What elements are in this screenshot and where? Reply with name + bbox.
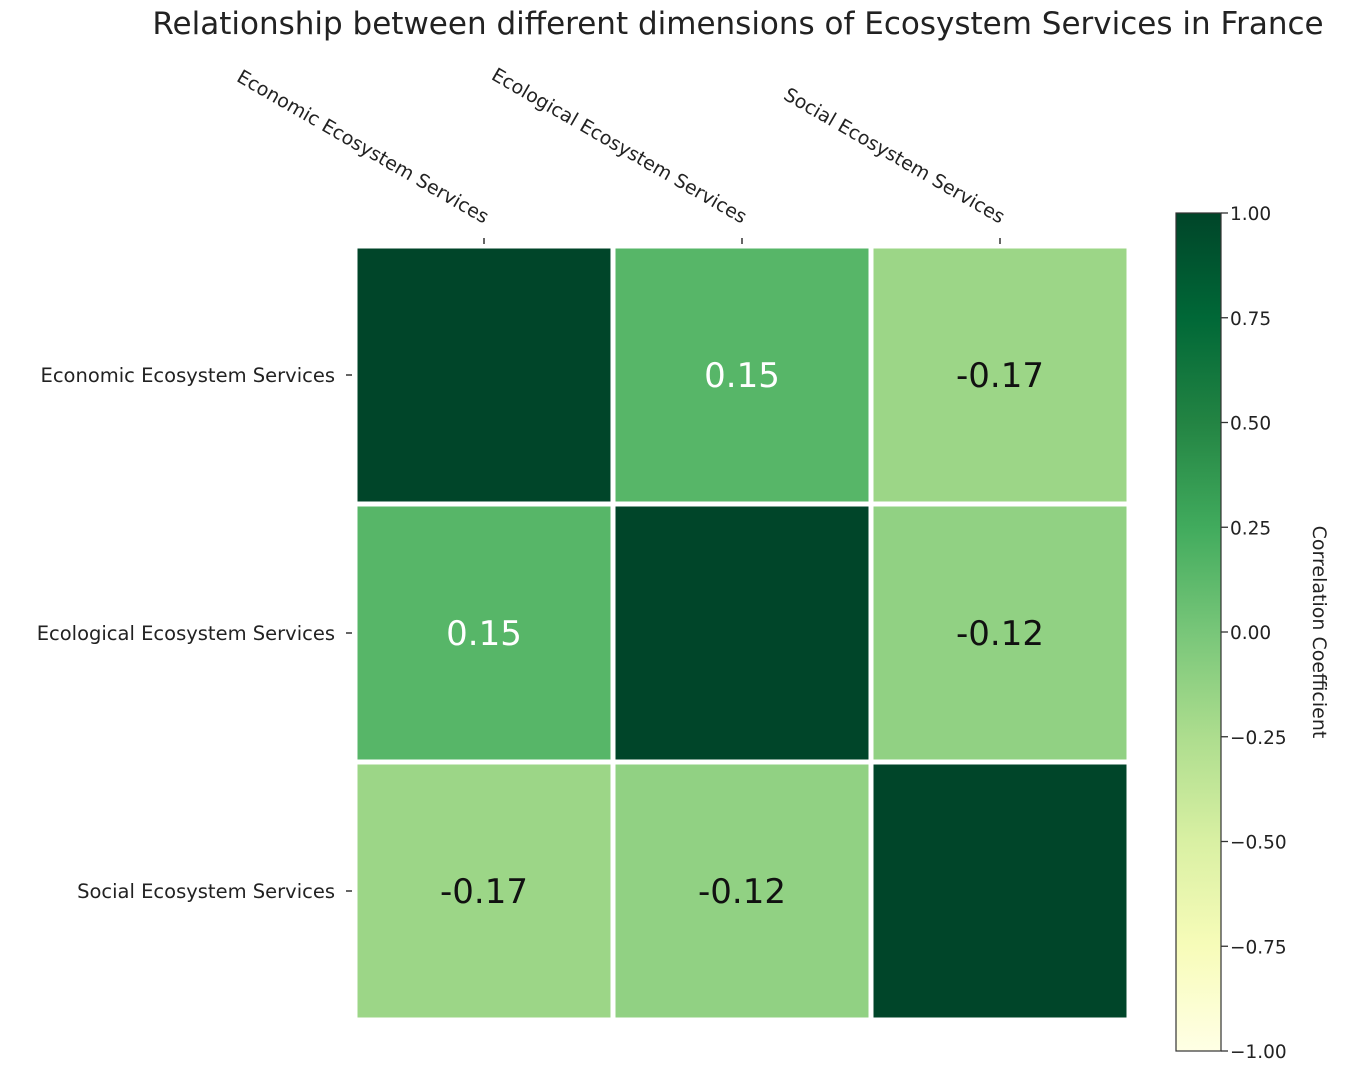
heatmap-cell <box>868 501 1132 765</box>
y-axis-ticks: Economic Ecosystem Services Ecological Ec… <box>37 364 352 903</box>
heatmap-cell <box>868 759 1132 1023</box>
colorbar-tick-label: 0.00 <box>1230 623 1271 644</box>
cell-value-label: -0.17 <box>440 872 528 912</box>
colorbar-tick-label: 0.50 <box>1230 414 1271 435</box>
colorbar-gradient <box>1175 212 1222 1052</box>
x-tick-label: Ecological Ecosystem Services <box>488 64 751 228</box>
colorbar-tick-label: −0.25 <box>1230 728 1287 749</box>
cell-value-label: 0.15 <box>446 614 522 654</box>
cell-value-label: -0.12 <box>698 872 786 912</box>
y-tick-label: Social Ecosystem Services <box>77 880 335 903</box>
x-tick-label: Social Ecosystem Services <box>780 84 1009 229</box>
heatmap-cell <box>610 759 874 1023</box>
heatmap-cell <box>352 501 616 765</box>
colorbar-tick-label: −0.75 <box>1230 937 1287 958</box>
heatmap-cell <box>610 501 874 765</box>
colorbar-tick-label: −1.00 <box>1230 1042 1287 1063</box>
colorbar-tick-label: −0.50 <box>1230 833 1287 854</box>
x-tick-label: Economic Ecosystem Services <box>233 66 493 229</box>
heatmap-cell <box>352 243 616 507</box>
colorbar-label: Correlation Coefficient <box>1308 526 1330 739</box>
cell-value-label: 0.15 <box>704 356 780 396</box>
heatmap-cell <box>868 243 1132 507</box>
heatmap-cell <box>352 759 616 1023</box>
y-tick-label: Economic Ecosystem Services <box>41 364 336 387</box>
cell-value-label: -0.17 <box>956 356 1044 396</box>
y-tick-label: Ecological Ecosystem Services <box>37 622 335 645</box>
chart-title: Relationship between different dimension… <box>152 6 1323 42</box>
heatmap-cell <box>610 243 874 507</box>
colorbar: 1.00 0.75 0.50 0.25 0.00 −0.25 −0.50 −0.75 −1.00… <box>1175 204 1330 1063</box>
heatmap-cells: 0.15 -0.17 0.15 -0.12 -0.17 -0.12 <box>352 243 1132 1023</box>
colorbar-tick-label: 1.00 <box>1230 204 1271 225</box>
colorbar-tick-label: 0.25 <box>1230 518 1271 539</box>
cell-value-label: -0.12 <box>956 614 1044 654</box>
colorbar-tick-label: 0.75 <box>1230 309 1271 330</box>
